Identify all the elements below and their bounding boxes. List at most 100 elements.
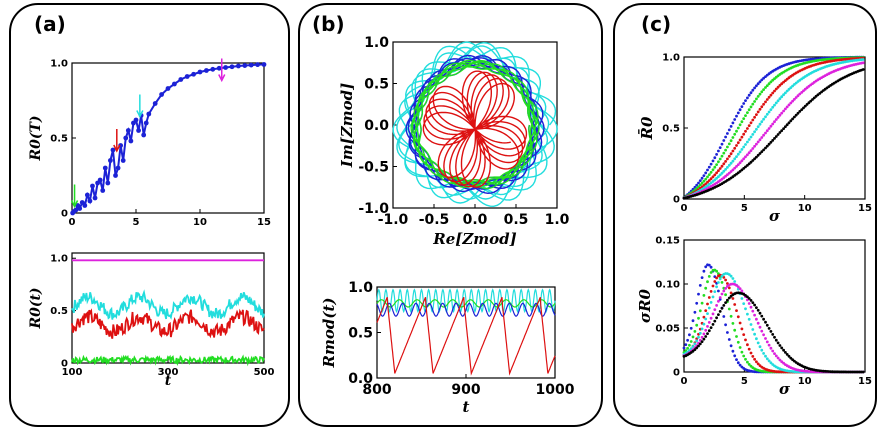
data-point xyxy=(762,317,765,321)
data-point xyxy=(229,64,235,70)
data-point xyxy=(762,133,765,137)
data-point xyxy=(746,295,749,299)
data-point xyxy=(698,284,702,287)
data-point xyxy=(698,342,702,346)
data-point xyxy=(749,323,753,326)
data-point xyxy=(803,104,807,108)
data-point xyxy=(733,328,737,332)
data-point xyxy=(724,293,727,297)
data-point xyxy=(713,156,717,160)
data-point xyxy=(749,299,753,302)
data-point xyxy=(704,265,708,269)
data-point xyxy=(753,357,756,361)
data-point xyxy=(765,112,769,116)
x-tick-label: 1.0 xyxy=(545,212,570,228)
data-point xyxy=(742,333,746,336)
data-point xyxy=(191,71,197,77)
data-point xyxy=(785,105,789,109)
data-point xyxy=(740,159,744,163)
data-point xyxy=(742,117,746,120)
data-point xyxy=(709,326,713,329)
data-point xyxy=(702,315,706,319)
data-point xyxy=(736,163,740,167)
arrow-head xyxy=(70,200,79,209)
data-point xyxy=(726,145,729,149)
data-point xyxy=(744,143,747,146)
data-point xyxy=(760,150,764,154)
data-point xyxy=(242,63,248,68)
data-point xyxy=(744,165,747,169)
data-point xyxy=(736,126,740,130)
data-point xyxy=(753,303,756,307)
data-point xyxy=(735,335,738,338)
data-point xyxy=(764,115,767,119)
data-point xyxy=(724,148,727,152)
data-point xyxy=(747,124,751,127)
data-point xyxy=(733,280,737,283)
data-point xyxy=(771,349,775,353)
data-point xyxy=(812,96,816,100)
data-point xyxy=(216,65,222,71)
data-point xyxy=(700,340,704,343)
data-point xyxy=(742,157,746,161)
data-point xyxy=(691,319,695,323)
data-point xyxy=(727,128,731,132)
data-point xyxy=(97,177,103,183)
data-point xyxy=(767,327,771,330)
data-point xyxy=(729,161,733,165)
arrow-head xyxy=(136,110,144,119)
data-point xyxy=(746,312,749,316)
data-point xyxy=(707,296,711,299)
data-point xyxy=(236,63,241,69)
data-point xyxy=(805,103,809,106)
data-point xyxy=(735,155,738,159)
data-point xyxy=(796,111,800,115)
data-point xyxy=(702,322,706,326)
data-point xyxy=(756,140,760,144)
series-line xyxy=(376,288,556,314)
data-point xyxy=(706,168,709,172)
data-point xyxy=(789,356,793,360)
data-point xyxy=(758,311,762,315)
data-point xyxy=(765,323,769,327)
data-point xyxy=(769,108,773,111)
data-point xyxy=(707,306,711,310)
data-point xyxy=(738,161,742,165)
data-point xyxy=(758,92,762,96)
x-tick-label: 0 xyxy=(681,203,688,214)
data-point xyxy=(767,142,771,146)
x-tick-label: 300 xyxy=(158,367,179,378)
data-point xyxy=(747,151,751,155)
data-point xyxy=(740,120,744,124)
y-tick-label: 0 xyxy=(61,209,68,220)
data-point xyxy=(724,135,727,139)
data-point xyxy=(773,120,776,124)
data-point xyxy=(760,90,764,94)
data-point xyxy=(751,159,755,162)
data-point xyxy=(735,309,738,312)
data-point xyxy=(738,138,742,142)
data-point xyxy=(771,105,775,109)
data-point xyxy=(758,345,762,349)
x-tick-label: 0 xyxy=(681,376,688,387)
data-point xyxy=(774,118,778,121)
data-point xyxy=(756,82,760,86)
data-point xyxy=(746,360,749,364)
data-point xyxy=(746,343,749,347)
panel-b-frame xyxy=(298,3,603,427)
data-point xyxy=(715,269,718,273)
data-point xyxy=(740,148,744,151)
data-point xyxy=(758,325,762,329)
data-point xyxy=(720,171,724,175)
data-point xyxy=(749,105,753,109)
data-point xyxy=(747,317,751,321)
data-point xyxy=(798,92,802,96)
data-point xyxy=(751,102,755,106)
data-point xyxy=(729,139,733,143)
data-point xyxy=(695,183,699,187)
data-point xyxy=(709,170,713,174)
data-point xyxy=(753,86,756,90)
data-point xyxy=(773,137,776,140)
y-axis-label: R̄0 xyxy=(637,116,656,140)
data-point xyxy=(749,351,753,355)
